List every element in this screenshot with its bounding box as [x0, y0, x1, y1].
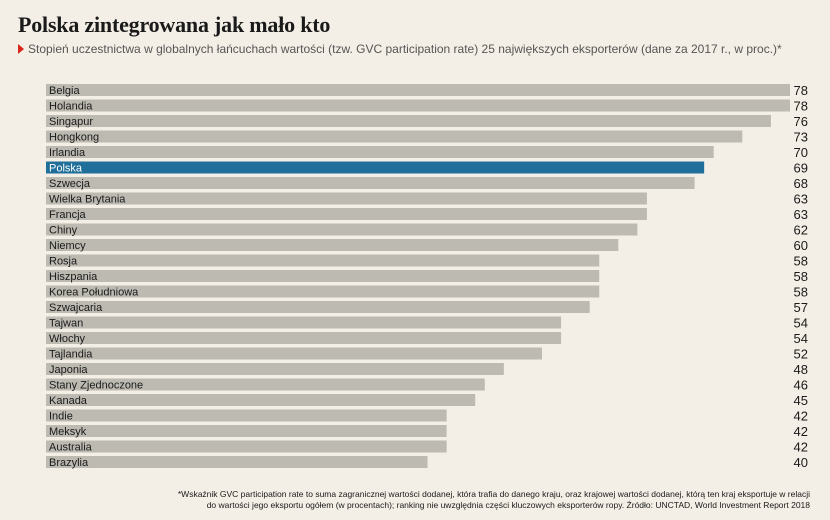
footnote: *Wskaźnik GVC participation rate to suma…: [130, 489, 810, 511]
value-label: 58: [794, 254, 808, 269]
bar-chiny: [46, 223, 638, 236]
category-label: Wielka Brytania: [49, 194, 126, 206]
category-label: Singapur: [49, 116, 93, 128]
category-label: Japonia: [49, 364, 88, 376]
category-label: Rosja: [49, 256, 78, 268]
bar-hongkong: [46, 130, 743, 143]
bar-korea-południowa: [46, 285, 600, 298]
value-label: 48: [794, 362, 808, 377]
category-label: Brazylia: [49, 457, 89, 469]
bar-rosja: [46, 254, 600, 267]
category-label: Belgia: [49, 85, 80, 97]
red-triangle-icon: [18, 44, 24, 54]
category-label: Chiny: [49, 225, 78, 237]
value-label: 63: [794, 192, 808, 207]
value-label: 54: [794, 331, 808, 346]
value-label: 58: [794, 269, 808, 284]
value-label: 57: [794, 300, 808, 315]
category-label: Hongkong: [49, 132, 99, 144]
value-label: 60: [794, 238, 808, 253]
bar-belgia: [46, 84, 790, 96]
category-label: Australia: [49, 442, 93, 454]
value-label: 78: [794, 83, 808, 98]
value-label: 63: [794, 207, 808, 222]
value-label: 42: [794, 409, 808, 424]
category-label: Polska: [49, 163, 83, 175]
value-label: 40: [794, 455, 808, 470]
value-label: 58: [794, 285, 808, 300]
bar-kanada: [46, 394, 476, 406]
subtitle-text: Stopień uczestnictwa w globalnych łańcuc…: [28, 42, 782, 56]
bar-singapur: [46, 115, 771, 127]
bar-indie: [46, 409, 447, 422]
category-label: Niemcy: [49, 240, 86, 252]
value-label: 42: [794, 424, 808, 439]
bar-meksyk: [46, 425, 447, 437]
value-label: 45: [794, 393, 808, 408]
category-label: Szwecja: [49, 178, 91, 190]
value-label: 78: [794, 99, 808, 114]
category-label: Korea Południowa: [49, 287, 139, 299]
category-label: Szwajcaria: [49, 302, 103, 314]
footnote-line-2: do wartości jego eksportu ogółem (w proc…: [206, 500, 810, 510]
category-label: Meksyk: [49, 426, 87, 438]
bar-stany-zjednoczone: [46, 378, 485, 391]
value-label: 76: [794, 114, 808, 129]
value-label: 52: [794, 347, 808, 362]
bar-niemcy: [46, 239, 619, 251]
category-label: Tajwan: [49, 318, 83, 330]
category-label: Indie: [49, 411, 73, 423]
bar-hiszpania: [46, 270, 600, 282]
category-label: Włochy: [49, 333, 86, 345]
bar-włochy: [46, 332, 562, 344]
value-label: 46: [794, 378, 808, 393]
bar-australia: [46, 440, 447, 453]
bar-holandia: [46, 99, 790, 112]
bar-irlandia: [46, 146, 714, 158]
category-label: Kanada: [49, 395, 88, 407]
value-label: 62: [794, 223, 808, 238]
category-label: Stany Zjednoczone: [49, 380, 143, 392]
bar-brazylia: [46, 456, 428, 468]
footnote-line-1: *Wskaźnik GVC participation rate to suma…: [177, 489, 810, 499]
bar-szwajcaria: [46, 301, 590, 313]
value-label: 68: [794, 176, 808, 191]
category-label: Hiszpania: [49, 271, 98, 283]
chart-title: Polska zintegrowana jak mało kto: [18, 12, 331, 37]
bar-japonia: [46, 363, 504, 375]
value-label: 42: [794, 440, 808, 455]
bar-szwecja: [46, 177, 695, 189]
value-label: 69: [794, 161, 808, 176]
bar-polska: [46, 161, 705, 174]
bar-wielka-brytania: [46, 192, 647, 205]
category-label: Holandia: [49, 101, 93, 113]
category-label: Tajlandia: [49, 349, 93, 361]
category-label: Irlandia: [49, 147, 86, 159]
value-label: 54: [794, 316, 808, 331]
bar-francja: [46, 208, 647, 220]
value-label: 70: [794, 145, 808, 160]
chart-subtitle: Stopień uczestnictwa w globalnych łańcuc…: [18, 42, 782, 56]
category-label: Francja: [49, 209, 87, 221]
bar-tajlandia: [46, 347, 542, 360]
value-label: 73: [794, 130, 808, 145]
bar-tajwan: [46, 316, 562, 329]
